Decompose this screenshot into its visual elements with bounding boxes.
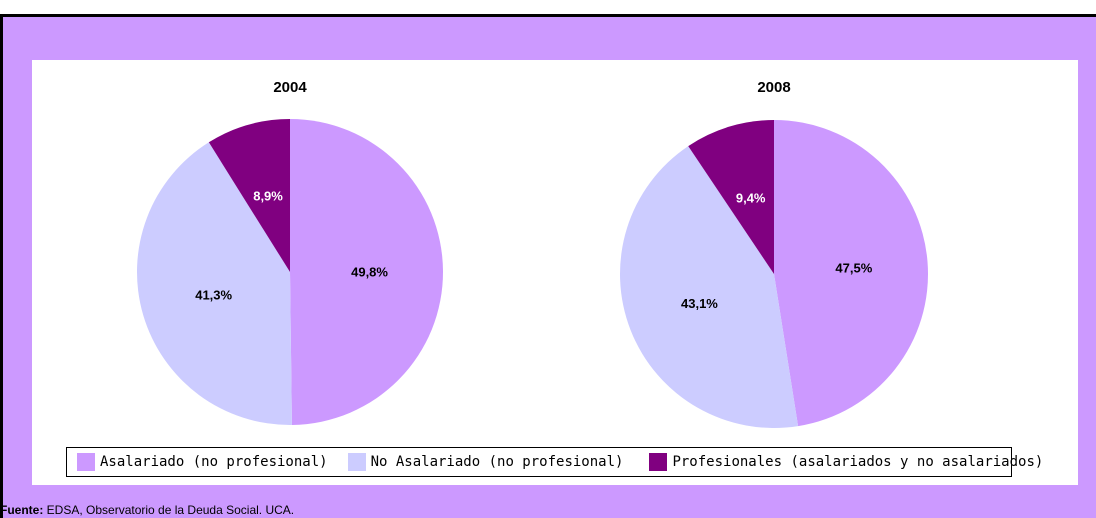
legend-item-asalariado: Asalariado (no profesional) bbox=[77, 453, 328, 471]
legend-item-no-asalariado: No Asalariado (no profesional) bbox=[347, 453, 624, 471]
pie-data-label: 9,4% bbox=[736, 190, 766, 205]
legend: Asalariado (no profesional) No Asalariad… bbox=[66, 447, 1043, 477]
pie-data-label: 41,3% bbox=[195, 287, 232, 302]
legend-swatch-profesionales bbox=[649, 453, 668, 471]
pie-slice bbox=[137, 142, 292, 425]
pie-title: 2004 bbox=[273, 79, 307, 96]
pie-data-label: 8,9% bbox=[253, 189, 283, 204]
source-text: EDSA, Observatorio de la Deuda Social. U… bbox=[43, 503, 295, 517]
pie-title: 2008 bbox=[757, 79, 790, 96]
legend-swatch-asalariado bbox=[77, 453, 95, 471]
legend-item-profesionales: Profesionales (asalariados y no asalaria… bbox=[649, 453, 1043, 471]
legend-label-no-asalariado: No Asalariado (no profesional) bbox=[370, 454, 624, 470]
legend-label-asalariado: Asalariado (no profesional) bbox=[100, 454, 328, 470]
pie-2004: 2004 49,8% 41,3% 8,9% bbox=[137, 79, 443, 425]
pie-slice bbox=[208, 119, 290, 272]
source-label: Fuente: bbox=[0, 503, 44, 517]
source-note: Fuente: EDSA, Observatorio de la Deuda S… bbox=[0, 503, 294, 517]
legend-swatch-no-asalariado bbox=[347, 453, 366, 471]
pie-charts: 2004 49,8% 41,3% 8,9% 2008 47,5% 43,1% 9,4% bbox=[137, 79, 929, 428]
plot-area: 2004 49,8% 41,3% 8,9% 2008 47,5% 43,1% 9,4% bbox=[32, 60, 1078, 485]
pie-slice bbox=[290, 119, 443, 425]
pie-slice bbox=[774, 120, 929, 427]
pie-data-label: 47,5% bbox=[835, 261, 872, 276]
pie-slice bbox=[688, 120, 774, 274]
pie-slice bbox=[620, 146, 799, 428]
legend-label-profesionales: Profesionales (asalariados y no asalaria… bbox=[672, 454, 1044, 470]
pie-data-label: 49,8% bbox=[351, 265, 388, 280]
pie-2008: 2008 47,5% 43,1% 9,4% bbox=[620, 79, 929, 428]
pie-data-label: 43,1% bbox=[681, 296, 718, 311]
